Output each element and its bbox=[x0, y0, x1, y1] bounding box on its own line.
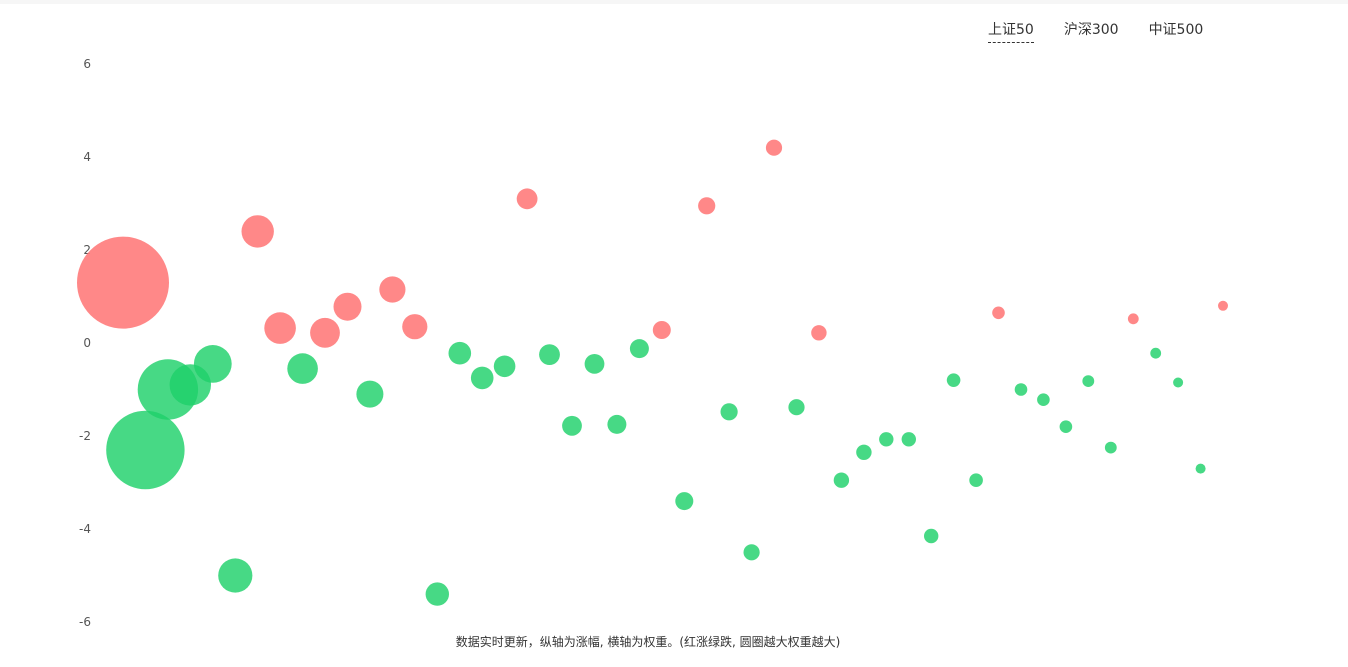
tab-sz50[interactable]: 上证50 bbox=[988, 20, 1034, 43]
bubble-point[interactable] bbox=[379, 276, 406, 303]
y-axis: 6 4 2 0 -2 -4 -6 bbox=[79, 57, 91, 629]
bubble-point[interactable] bbox=[1173, 377, 1184, 388]
bubble-point[interactable] bbox=[333, 292, 362, 321]
bubble-point[interactable] bbox=[833, 472, 850, 488]
bubble-point[interactable] bbox=[1037, 393, 1050, 407]
bubble-point[interactable] bbox=[1195, 463, 1206, 474]
bubble-point[interactable] bbox=[1059, 420, 1073, 434]
bubble-point[interactable] bbox=[1150, 347, 1162, 359]
chart-caption: 数据实时更新，纵轴为涨幅, 横轴为权重。(红涨绿跌, 圆圈越大权重越大) bbox=[455, 635, 841, 649]
y-tick-label: -6 bbox=[79, 615, 91, 629]
bubble-point[interactable] bbox=[992, 306, 1005, 320]
bubble-point[interactable] bbox=[901, 432, 916, 447]
bubble-point[interactable] bbox=[743, 544, 760, 561]
bubble-point[interactable] bbox=[924, 528, 939, 544]
bubble-point[interactable] bbox=[1104, 441, 1117, 454]
bubble-point[interactable] bbox=[425, 582, 449, 606]
bubble-point[interactable] bbox=[946, 373, 961, 388]
top-divider bbox=[0, 0, 1348, 4]
bubble-point[interactable] bbox=[879, 432, 894, 447]
bubble-point[interactable] bbox=[969, 473, 983, 488]
bubble-point[interactable] bbox=[287, 353, 318, 384]
bubbles-layer bbox=[77, 139, 1228, 606]
bubble-point[interactable] bbox=[720, 403, 738, 421]
bubble-point[interactable] bbox=[516, 188, 538, 210]
bubble-point[interactable] bbox=[402, 314, 428, 340]
bubble-point[interactable] bbox=[1014, 383, 1028, 396]
bubble-point[interactable] bbox=[448, 341, 472, 365]
bubble-point[interactable] bbox=[77, 236, 169, 329]
bubble-point[interactable] bbox=[562, 415, 582, 436]
bubble-point[interactable] bbox=[1127, 313, 1139, 325]
tab-hs300[interactable]: 沪深300 bbox=[1063, 22, 1119, 38]
tab-zz500[interactable]: 中证500 bbox=[1148, 22, 1204, 38]
bubble-point[interactable] bbox=[106, 410, 185, 490]
bubble-point[interactable] bbox=[493, 355, 516, 378]
y-tick-label: 6 bbox=[83, 57, 91, 71]
bubble-point[interactable] bbox=[193, 345, 232, 383]
bubble-point[interactable] bbox=[584, 354, 605, 374]
y-tick-label: -2 bbox=[79, 429, 91, 443]
bubble-point[interactable] bbox=[698, 197, 716, 215]
bubble-point[interactable] bbox=[1082, 375, 1095, 387]
bubble-point[interactable] bbox=[470, 366, 494, 390]
bubble-point[interactable] bbox=[1218, 300, 1228, 311]
index-tabs: 上证50 沪深300 中证500 bbox=[988, 20, 1203, 43]
bubble-point[interactable] bbox=[856, 444, 872, 460]
bubble-point[interactable] bbox=[788, 399, 805, 416]
y-tick-label: -4 bbox=[79, 522, 91, 536]
bubble-point[interactable] bbox=[241, 215, 274, 248]
y-tick-label: 2 bbox=[83, 243, 91, 257]
bubble-point[interactable] bbox=[264, 312, 296, 344]
bubble-point[interactable] bbox=[765, 139, 783, 156]
bubble-point[interactable] bbox=[356, 380, 384, 408]
bubble-point[interactable] bbox=[607, 414, 627, 434]
bubble-point[interactable] bbox=[539, 344, 560, 365]
y-tick-label: 4 bbox=[83, 150, 91, 164]
bubble-point[interactable] bbox=[652, 321, 671, 339]
bubble-point[interactable] bbox=[811, 325, 827, 341]
bubble-point[interactable] bbox=[629, 339, 649, 359]
bubble-point[interactable] bbox=[218, 558, 253, 593]
bubble-point[interactable] bbox=[675, 492, 694, 511]
bubble-point[interactable] bbox=[310, 317, 340, 348]
y-tick-label: 0 bbox=[83, 336, 91, 350]
